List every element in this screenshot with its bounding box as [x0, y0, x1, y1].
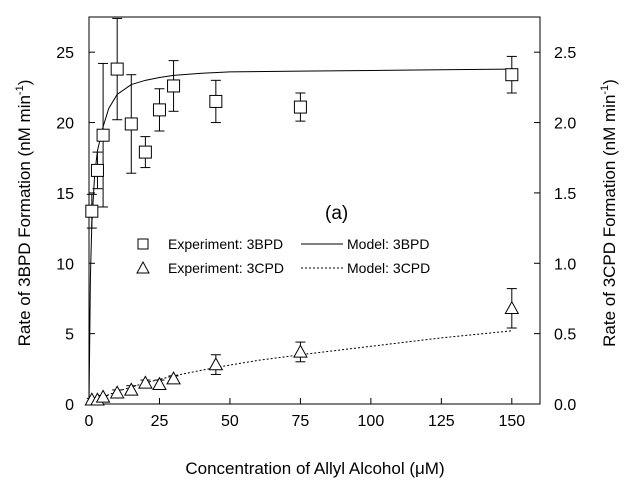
y-left-tick-label: 0 — [65, 397, 74, 414]
x-tick-label: 0 — [85, 413, 94, 430]
experiment-3cpd-point — [152, 376, 167, 390]
x-tick-label: 25 — [151, 413, 169, 430]
experiment-3cpd-point — [208, 357, 224, 371]
model-3bpd-line — [88, 68, 512, 405]
legend-symbol-experiment-3bpd — [137, 238, 149, 250]
y-right-tick-label: 1.5 — [554, 186, 576, 203]
legend-symbol-experiment-3cpd — [136, 260, 150, 274]
legend: Experiment: 3BPD Model: 3BPD Experiment: 3… — [136, 236, 430, 276]
y-left-tick-label: 20 — [56, 116, 74, 133]
x-tick-label: 125 — [428, 413, 455, 430]
y-axis-title-left: Rate of 3BPD Formation (nM min-1) — [14, 80, 34, 347]
y-axis-title-right-sup: -1 — [599, 85, 611, 95]
experiment-3cpd-point — [109, 385, 125, 399]
x-tick-label: 100 — [358, 413, 385, 430]
x-tick-label: 50 — [221, 413, 239, 430]
experiment-3bpd-point — [152, 103, 166, 117]
y-axis-title-left-main: Rate of 3BPD Formation (nM min — [15, 95, 34, 346]
annotation-label: (a) — [325, 203, 348, 224]
experiment-3cpd-point — [138, 375, 153, 389]
error-bar-layer — [86, 17, 517, 402]
experiment-3cpd-point — [95, 389, 111, 403]
experiment-3bpd-point — [138, 145, 152, 159]
x-tick-label: 75 — [292, 413, 310, 430]
experiment-3bpd-point — [293, 100, 307, 114]
experiment-3bpd-point — [209, 94, 223, 108]
experiment-3bpd-point — [167, 79, 181, 93]
legend-label-model-3cpd: Model: 3CPD — [347, 260, 430, 276]
y-right-tick-label: 1.0 — [554, 256, 576, 273]
experiment-3bpd-point — [85, 204, 99, 218]
x-axis-title: Concentration of Allyl Alcohol (μM) — [185, 459, 444, 478]
experiment-3bpd-point — [505, 68, 519, 82]
x-tick-label: 150 — [498, 413, 525, 430]
y-right-tick-label: 2.5 — [554, 45, 576, 62]
experiment-3bpd-point — [124, 117, 138, 131]
experiment-3cpd-point — [504, 300, 520, 315]
y-right-tick-label: 2.0 — [554, 116, 576, 133]
legend-label-experiment-3cpd: Experiment: 3CPD — [168, 260, 284, 276]
y-left-tick-label: 25 — [56, 45, 74, 62]
experiment-3bpd-point — [96, 128, 110, 142]
y-axis-title-right: Rate of 3CPD Formation (nM min-1) — [599, 79, 619, 347]
plot-frame — [88, 16, 541, 405]
y-right-tick-label: 0.0 — [554, 397, 576, 414]
legend-label-model-3bpd: Model: 3BPD — [347, 236, 429, 252]
ticks-layer: 0 25 50 75 100 125 150 0 5 10 15 20 25 0.0 0.5 1.0 1.5 2.… — [56, 45, 576, 430]
y-left-tick-label: 5 — [65, 327, 74, 344]
y-left-tick-label: 15 — [56, 186, 74, 203]
y-axis-title-right-main: Rate of 3CPD Formation (nM min — [600, 95, 619, 347]
y-axis-title-left-sup: -1 — [14, 85, 26, 95]
experiment-3cpd-point — [293, 344, 308, 358]
legend-label-experiment-3bpd: Experiment: 3BPD — [168, 236, 283, 252]
y-right-tick-label: 0.5 — [554, 327, 576, 344]
y-left-tick-label: 10 — [56, 256, 74, 273]
y-axis-title-right-end: ) — [600, 79, 619, 85]
experiment-3bpd-point — [110, 62, 124, 76]
experiment-3cpd-point — [166, 371, 181, 385]
marker-layer — [84, 62, 520, 406]
y-axis-title-left-end: ) — [15, 80, 34, 86]
experiment-3bpd-point — [90, 163, 104, 177]
experiment-3cpd-point — [123, 382, 139, 396]
